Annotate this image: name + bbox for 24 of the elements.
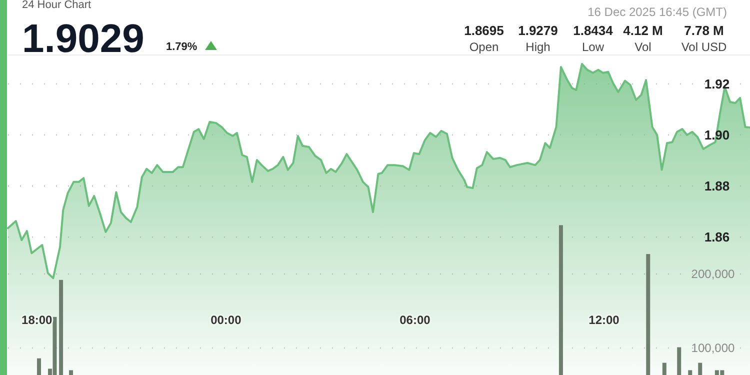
text: Vol [634,40,652,54]
text: 1.79% [166,41,198,53]
y-tick-label: 1.88 [704,178,730,194]
text: High [526,40,550,54]
x-tick-label: 00:00 [210,313,242,327]
text: 16 Dec 2025 16:45 (GMT) [588,5,727,19]
y-tick-label: 1.90 [704,127,730,142]
text: Low [582,40,604,54]
text: 4.12 M [623,23,663,38]
chart-subtitle: 1.9029 [22,17,144,61]
y-tick-label: 1.92 [704,76,730,92]
text: 7.78 M [684,23,724,38]
chart-title: 24 Hour Chart [22,0,92,11]
y-tick-label: 1.86 [704,230,730,245]
text: 1.8695 [464,23,504,38]
x-tick-label: 18:00 [22,313,53,327]
x-tick-label: 06:00 [400,313,431,327]
text: 1.8434 [573,23,614,38]
text: Vol USD [681,40,728,54]
y2-tick-label: 200,000 [691,267,736,282]
x-tick-label: 12:00 [588,313,620,327]
y2-tick-label: 100,000 [691,341,736,356]
text: 1.9279 [518,23,558,38]
text: Open [469,40,499,54]
